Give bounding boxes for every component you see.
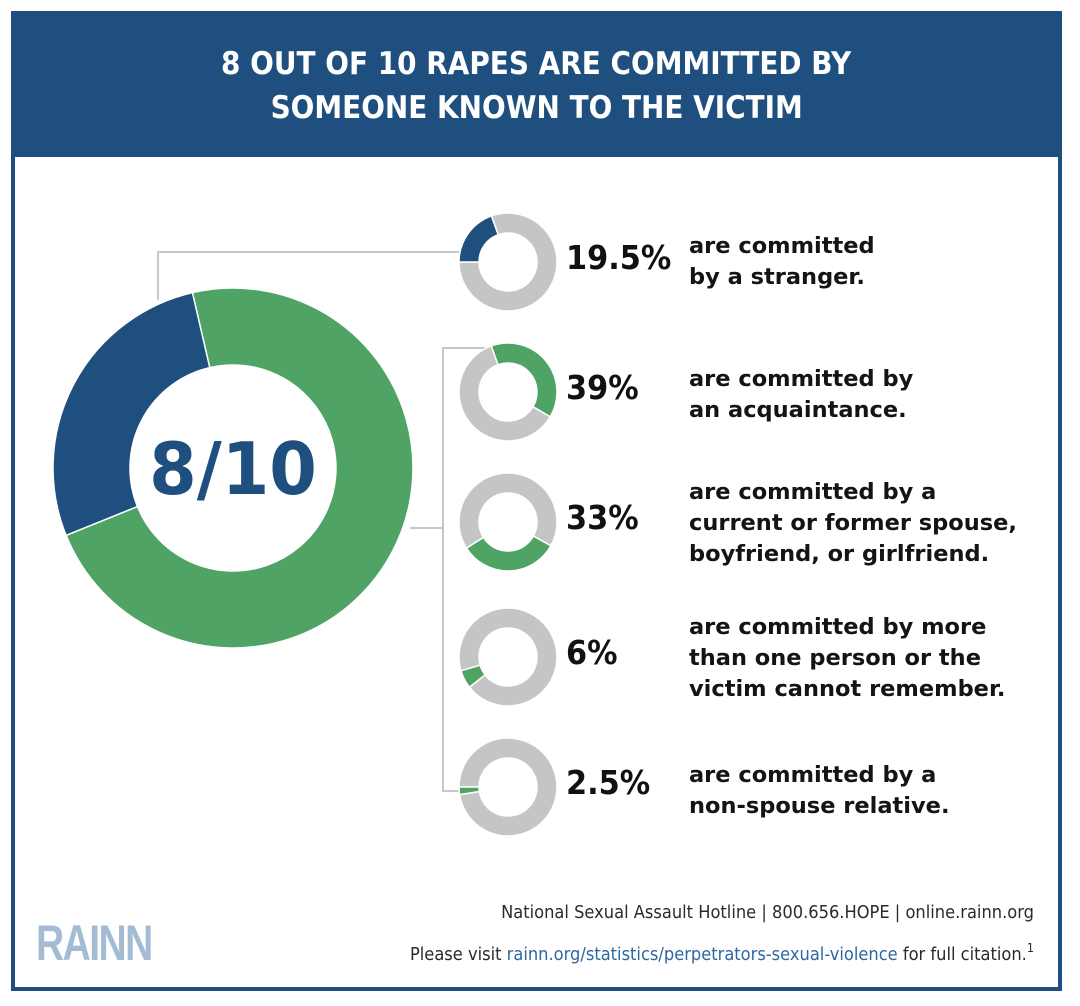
small-donut-remainder-relative xyxy=(458,737,558,837)
citation-prefix: Please visit xyxy=(410,945,507,965)
small-donut-remainder-acquaintance xyxy=(458,344,552,442)
description-relative: are committed by a non-spouse relative. xyxy=(689,760,950,822)
description-multiple: are committed by more than one person or… xyxy=(689,612,1005,705)
small-donut-value-relative xyxy=(458,786,481,796)
desc-line: current or former spouse, xyxy=(689,510,1017,536)
title-line-1: 8 OUT OF 10 RAPES ARE COMMITTED BY xyxy=(221,46,852,82)
small-donut-remainder-multiple xyxy=(458,607,558,707)
desc-line: are committed by xyxy=(689,366,914,392)
percent-label-partner: 33% xyxy=(566,498,639,537)
description-partner: are committed by a current or former spo… xyxy=(689,477,1017,570)
small-donut-value-multiple xyxy=(460,664,487,689)
small-donut-value-acquaintance xyxy=(490,342,558,418)
small-donut-relative xyxy=(458,737,558,837)
percent-label-stranger: 19.5% xyxy=(566,238,672,277)
hotline-text: National Sexual Assault Hotline | 800.65… xyxy=(501,903,1034,923)
desc-line: boyfriend, or girlfriend. xyxy=(689,541,990,567)
small-donut-multiple xyxy=(458,607,558,707)
main-donut-chart xyxy=(52,287,414,649)
citation-text: Please visit rainn.org/statistics/perpet… xyxy=(410,941,1034,965)
percent-label-acquaintance: 39% xyxy=(566,368,639,407)
header-banner: 8 OUT OF 10 RAPES ARE COMMITTED BY SOMEO… xyxy=(15,15,1058,157)
connector-lines xyxy=(157,251,485,792)
small-donut-value-partner xyxy=(465,535,552,572)
connector-stranger xyxy=(157,251,460,300)
desc-line: are committed by more xyxy=(689,614,987,640)
desc-line: victim cannot remember. xyxy=(689,676,1006,702)
small-donut-partner xyxy=(458,472,558,572)
percent-label-multiple: 6% xyxy=(566,633,618,672)
desc-line: non-spouse relative. xyxy=(689,793,950,819)
small-donut-acquaintance xyxy=(458,342,558,442)
citation-link[interactable]: rainn.org/statistics/perpetrators-sexual… xyxy=(506,945,898,965)
rainn-logo: RAINN xyxy=(36,915,153,971)
small-donut-value-stranger xyxy=(458,214,500,263)
center-fraction-label: 8/10 xyxy=(149,427,317,511)
main-donut-slice-stranger xyxy=(52,291,211,537)
desc-line: than one person or the xyxy=(689,645,981,671)
percent-label-relative: 2.5% xyxy=(566,763,651,802)
main-donut-slice-known xyxy=(65,287,414,649)
description-acquaintance: are committed by an acquaintance. xyxy=(689,364,913,426)
description-stranger: are committed by a stranger. xyxy=(689,231,875,293)
small-donut-charts xyxy=(458,212,558,837)
citation-suffix: for full citation. xyxy=(897,945,1027,965)
small-donut-remainder-stranger xyxy=(458,212,558,312)
desc-line: are committed xyxy=(689,233,875,259)
desc-line: by a stranger. xyxy=(689,264,865,290)
desc-line: are committed by a xyxy=(689,479,937,505)
title-line-2: SOMEONE KNOWN TO THE VICTIM xyxy=(270,90,803,126)
desc-line: are committed by a xyxy=(689,762,937,788)
small-donut-stranger xyxy=(458,212,558,312)
citation-footnote: 1 xyxy=(1026,941,1034,955)
desc-line: an acquaintance. xyxy=(689,397,907,423)
small-donut-remainder-partner xyxy=(458,472,558,550)
connector-bracket xyxy=(442,347,485,792)
